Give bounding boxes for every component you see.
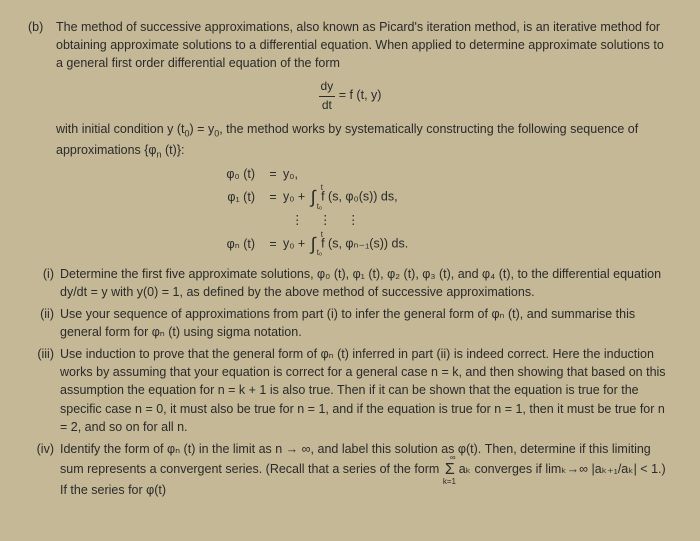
fraction-dy-dt: dy dt <box>319 78 336 114</box>
sigma-icon: ∞Σk=1 <box>445 458 455 481</box>
approx-dots: ⋮ ⋮ ⋮ <box>208 211 672 229</box>
item-iv: (iv) Identify the form of φₙ (t) in the … <box>28 440 672 499</box>
item-i-text: Determine the first five approximate sol… <box>60 265 672 301</box>
item-iii-text: Use induction to prove that the general … <box>60 345 672 436</box>
initial-condition-text: with initial condition y (t0) = y0, the … <box>56 120 672 161</box>
item-ii-text: Use your sequence of approximations from… <box>60 305 672 341</box>
approx-row-0: φ₀ (t) = y₀, <box>208 165 672 183</box>
item-iv-text: Identify the form of φₙ (t) in the limit… <box>60 440 672 499</box>
item-i-label: (i) <box>28 265 60 301</box>
approximation-sequence: φ₀ (t) = y₀, φ₁ (t) = y₀ + ∫tt₀ f (s, φ₀… <box>208 165 672 256</box>
item-iii: (iii) Use induction to prove that the ge… <box>28 345 672 436</box>
integral-icon: ∫tt₀ <box>311 231 316 257</box>
item-ii: (ii) Use your sequence of approximations… <box>28 305 672 341</box>
approx-row-n: φₙ (t) = y₀ + ∫tt₀ f (s, φₙ₋₁(s)) ds. <box>208 231 672 257</box>
part-b-label: (b) <box>28 18 56 72</box>
approx-row-1: φ₁ (t) = y₀ + ∫tt₀ f (s, φ₀(s)) ds, <box>208 184 672 210</box>
item-iv-label: (iv) <box>28 440 60 499</box>
denominator: dt <box>319 97 336 114</box>
part-b-intro-text: The method of successive approximations,… <box>56 18 672 72</box>
part-b-intro: (b) The method of successive approximati… <box>28 18 672 72</box>
item-ii-label: (ii) <box>28 305 60 341</box>
item-iii-label: (iii) <box>28 345 60 436</box>
equation-main: dy dt = f (t, y) <box>28 78 672 114</box>
numerator: dy <box>319 78 336 96</box>
integral-icon: ∫tt₀ <box>311 184 316 210</box>
item-i: (i) Determine the first five approximate… <box>28 265 672 301</box>
equation-rhs: = f (t, y) <box>339 89 382 103</box>
